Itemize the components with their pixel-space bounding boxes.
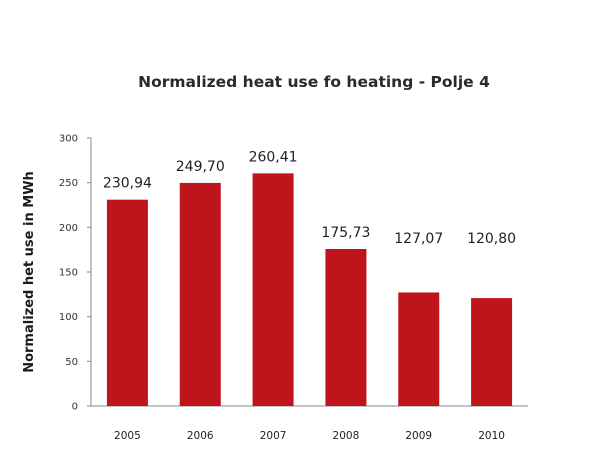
y-axis-label: Normalized het use in MWh — [22, 171, 37, 373]
y-tick-label: 0 — [72, 402, 78, 413]
data-label: 175,73 — [321, 225, 370, 241]
data-label: 230,94 — [103, 176, 152, 192]
x-tick-label: 2009 — [405, 430, 432, 442]
data-label: 120,80 — [467, 231, 516, 247]
bar — [106, 199, 148, 406]
y-tick-label: 250 — [59, 178, 78, 189]
data-label: 249,70 — [176, 159, 225, 175]
bar — [325, 249, 367, 406]
x-tick-group: 2005 2006 2007 2008 2009 2010 — [114, 430, 505, 442]
y-tick-label: 200 — [59, 223, 78, 234]
y-tick-group: 0 50 100 150 200 250 300 — [59, 134, 91, 413]
data-label-group: 230,94 249,70 260,41 175,73 127,07 120,80 — [103, 149, 516, 247]
x-tick-label: 2008 — [333, 430, 360, 442]
chart-title: Normalized heat use fo heating - Polje 4 — [138, 73, 490, 91]
x-tick-label: 2010 — [478, 430, 505, 442]
data-label: 127,07 — [394, 231, 443, 247]
y-tick-label: 150 — [59, 268, 78, 279]
bar — [252, 173, 294, 406]
bar — [398, 292, 440, 406]
bar-group — [106, 173, 513, 406]
y-tick-label: 300 — [59, 134, 78, 145]
y-tick-label: 100 — [59, 312, 78, 323]
data-label: 260,41 — [249, 149, 298, 165]
x-tick-label: 2005 — [114, 430, 141, 442]
bar — [179, 182, 221, 406]
x-tick-label: 2006 — [187, 430, 214, 442]
y-tick-label: 50 — [65, 357, 78, 368]
bar — [471, 298, 513, 406]
x-tick-label: 2007 — [260, 430, 287, 442]
